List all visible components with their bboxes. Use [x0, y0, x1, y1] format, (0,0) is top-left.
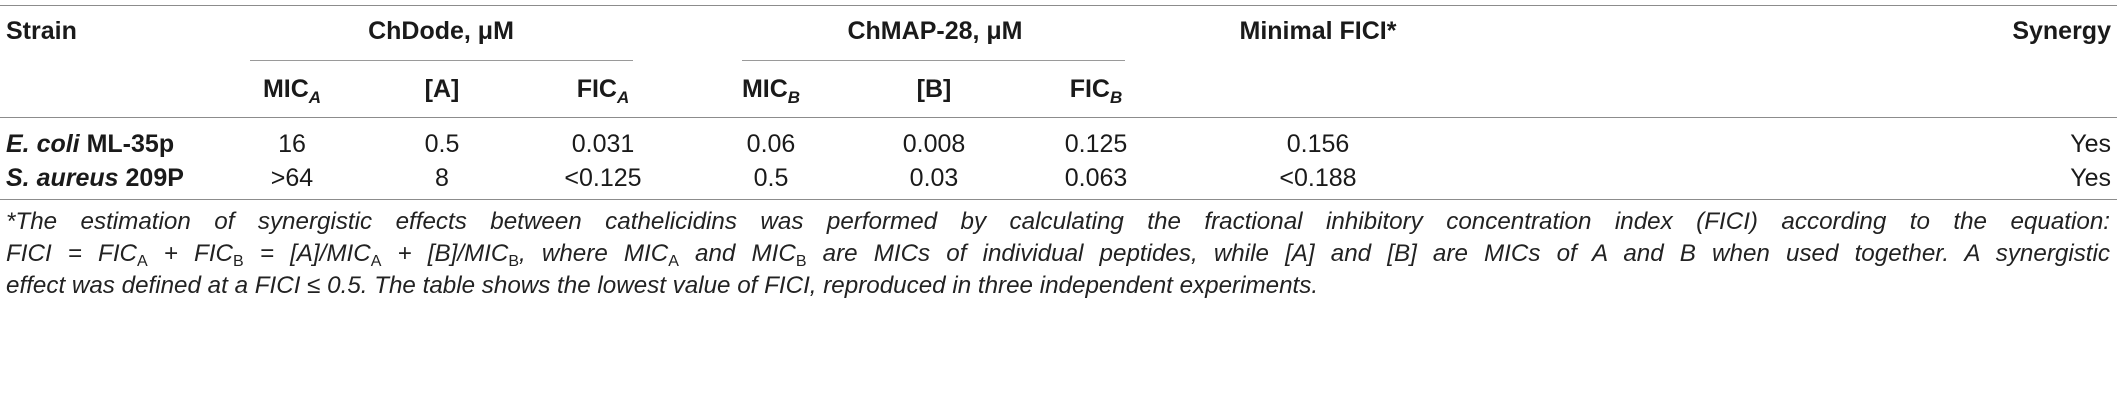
cell-fic-a: <0.125 — [564, 164, 642, 192]
cell-mic-a: >64 — [270, 164, 314, 192]
header-minimal-fici: Minimal FICI* — [1239, 17, 1397, 45]
table-row-strain: S. aureus 209P — [6, 164, 184, 192]
cell-fic-b: 0.125 — [1064, 130, 1128, 158]
cell-a: 0.5 — [424, 130, 460, 158]
cell-b: 0.008 — [902, 130, 966, 158]
cell-mic-b: 0.5 — [753, 164, 789, 192]
cell-fici: <0.188 — [1279, 164, 1357, 192]
cell-b: 0.03 — [909, 164, 959, 192]
footnote-line-2: FICI = FICA + FICB = [A]/MICA + [B]/MICB… — [6, 240, 2110, 270]
subheader-fic-b: FICB — [1069, 75, 1123, 107]
header-bottom-rule — [0, 117, 2117, 118]
group-b-underline — [742, 60, 1125, 61]
subheader-mic-a: MICA — [262, 75, 322, 107]
cell-fic-b: 0.063 — [1064, 164, 1128, 192]
subheader-fic-a: FICA — [576, 75, 630, 107]
cell-a: 8 — [435, 164, 449, 192]
footnote-line-1: *The estimation of synergistic effects b… — [6, 208, 2110, 235]
cell-mic-a: 16 — [278, 130, 306, 158]
header-chdode: ChDode, μM — [368, 17, 514, 45]
subheader-mic-b: MICB — [741, 75, 801, 107]
table-footnote: *The estimation of synergistic effects b… — [6, 206, 2110, 302]
cell-synergy: Yes — [2070, 130, 2111, 158]
header-strain: Strain — [6, 17, 77, 45]
cell-fic-a: 0.031 — [571, 130, 635, 158]
subheader-a: [A] — [424, 75, 460, 103]
header-synergy: Synergy — [2012, 17, 2111, 45]
header-chmap28: ChMAP-28, μM — [847, 17, 1023, 45]
cell-synergy: Yes — [2070, 164, 2111, 192]
subheader-b: [B] — [916, 75, 952, 103]
cell-mic-b: 0.06 — [746, 130, 796, 158]
group-a-underline — [250, 60, 633, 61]
table-row-strain: E. coli ML-35p — [6, 130, 175, 158]
table-bottom-rule — [0, 199, 2117, 200]
footnote-line-3: effect was defined at a FICI ≤ 0.5. The … — [6, 272, 1319, 299]
cell-fici: 0.156 — [1286, 130, 1350, 158]
table-top-rule — [0, 5, 2117, 6]
